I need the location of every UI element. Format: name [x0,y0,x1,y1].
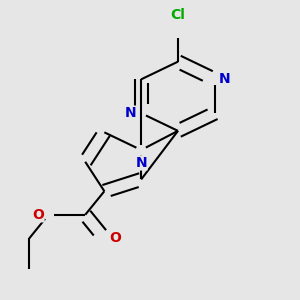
Text: Cl: Cl [170,8,185,22]
Text: N: N [219,72,231,86]
Text: N: N [135,156,147,170]
Text: O: O [32,208,44,222]
Text: O: O [109,231,121,245]
Text: N: N [125,106,137,120]
